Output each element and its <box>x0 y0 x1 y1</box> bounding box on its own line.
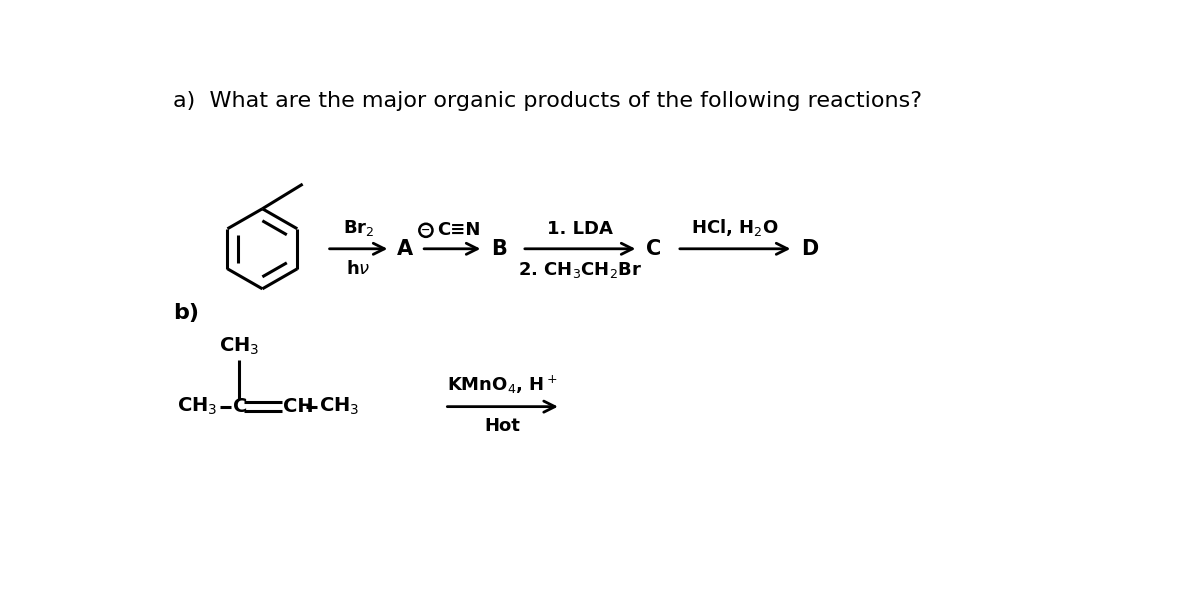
Text: CH$_3$: CH$_3$ <box>178 396 217 417</box>
Text: C≡N: C≡N <box>437 221 480 239</box>
Text: h$\nu$: h$\nu$ <box>347 259 371 278</box>
Text: 2. CH$_3$CH$_2$Br: 2. CH$_3$CH$_2$Br <box>518 259 642 280</box>
Text: D: D <box>802 239 818 259</box>
Text: b): b) <box>173 303 199 323</box>
Text: CH: CH <box>283 397 314 416</box>
Text: Br$_2$: Br$_2$ <box>343 218 374 238</box>
Text: −: − <box>421 225 431 235</box>
Text: C: C <box>233 397 247 416</box>
Text: Hot: Hot <box>485 417 521 436</box>
Text: A: A <box>396 239 413 259</box>
Text: CH$_3$: CH$_3$ <box>319 396 359 417</box>
Text: a)  What are the major organic products of the following reactions?: a) What are the major organic products o… <box>173 91 923 111</box>
Text: C: C <box>646 239 661 259</box>
Text: 1. LDA: 1. LDA <box>547 220 613 238</box>
Text: CH$_3$: CH$_3$ <box>218 335 259 356</box>
Text: B: B <box>491 239 506 259</box>
Text: KMnO$_4$, H$^+$: KMnO$_4$, H$^+$ <box>448 374 558 396</box>
Text: HCl, H$_2$O: HCl, H$_2$O <box>691 217 779 238</box>
